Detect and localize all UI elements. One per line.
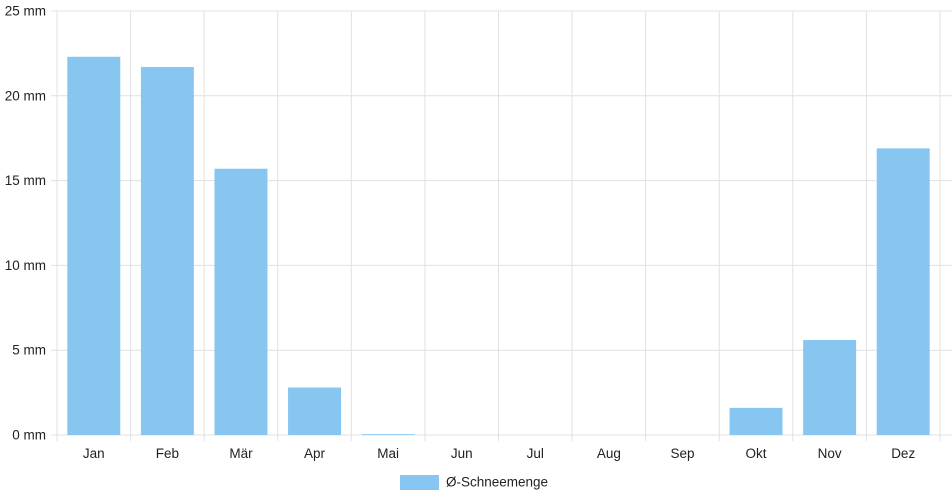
x-tick-label: Apr [304,446,326,461]
x-tick-label: Okt [746,446,767,461]
x-tick-label: Nov [818,446,842,461]
bar[interactable] [876,148,930,435]
x-tick-label: Jun [451,446,473,461]
bar[interactable] [803,340,857,435]
x-tick-label: Jul [527,446,544,461]
y-tick-label: 5 mm [12,343,46,358]
x-tick-label: Mär [229,446,253,461]
bars [67,56,930,436]
y-tick-label: 25 mm [5,4,46,19]
x-tick-label: Sep [670,446,694,461]
x-tick-label: Dez [891,446,915,461]
x-tick-label: Feb [156,446,179,461]
x-tick-label: Jan [83,446,105,461]
bar[interactable] [140,66,194,435]
y-tick-label: 0 mm [12,428,46,443]
legend-label: Ø-Schneemenge [446,475,548,490]
y-tick-label: 20 mm [5,88,46,103]
y-tick-label: 15 mm [5,173,46,188]
bar[interactable] [288,387,342,435]
y-axis: 0 mm 5 mm 10 mm 15 mm 20 mm 25 mm [5,4,46,443]
x-axis: Jan Feb Mär Apr Mai Jun Jul Aug Sep Okt Nov Dez [83,446,916,461]
x-tick-label: Aug [597,446,621,461]
bar[interactable] [67,56,121,436]
bar[interactable] [214,168,268,435]
bar[interactable] [729,407,783,435]
legend[interactable]: Ø-Schneemenge [400,475,548,491]
y-tick-label: 10 mm [5,258,46,273]
bar[interactable] [361,434,415,435]
grid [51,10,952,441]
x-tick-label: Mai [377,446,399,461]
legend-swatch [400,475,439,490]
